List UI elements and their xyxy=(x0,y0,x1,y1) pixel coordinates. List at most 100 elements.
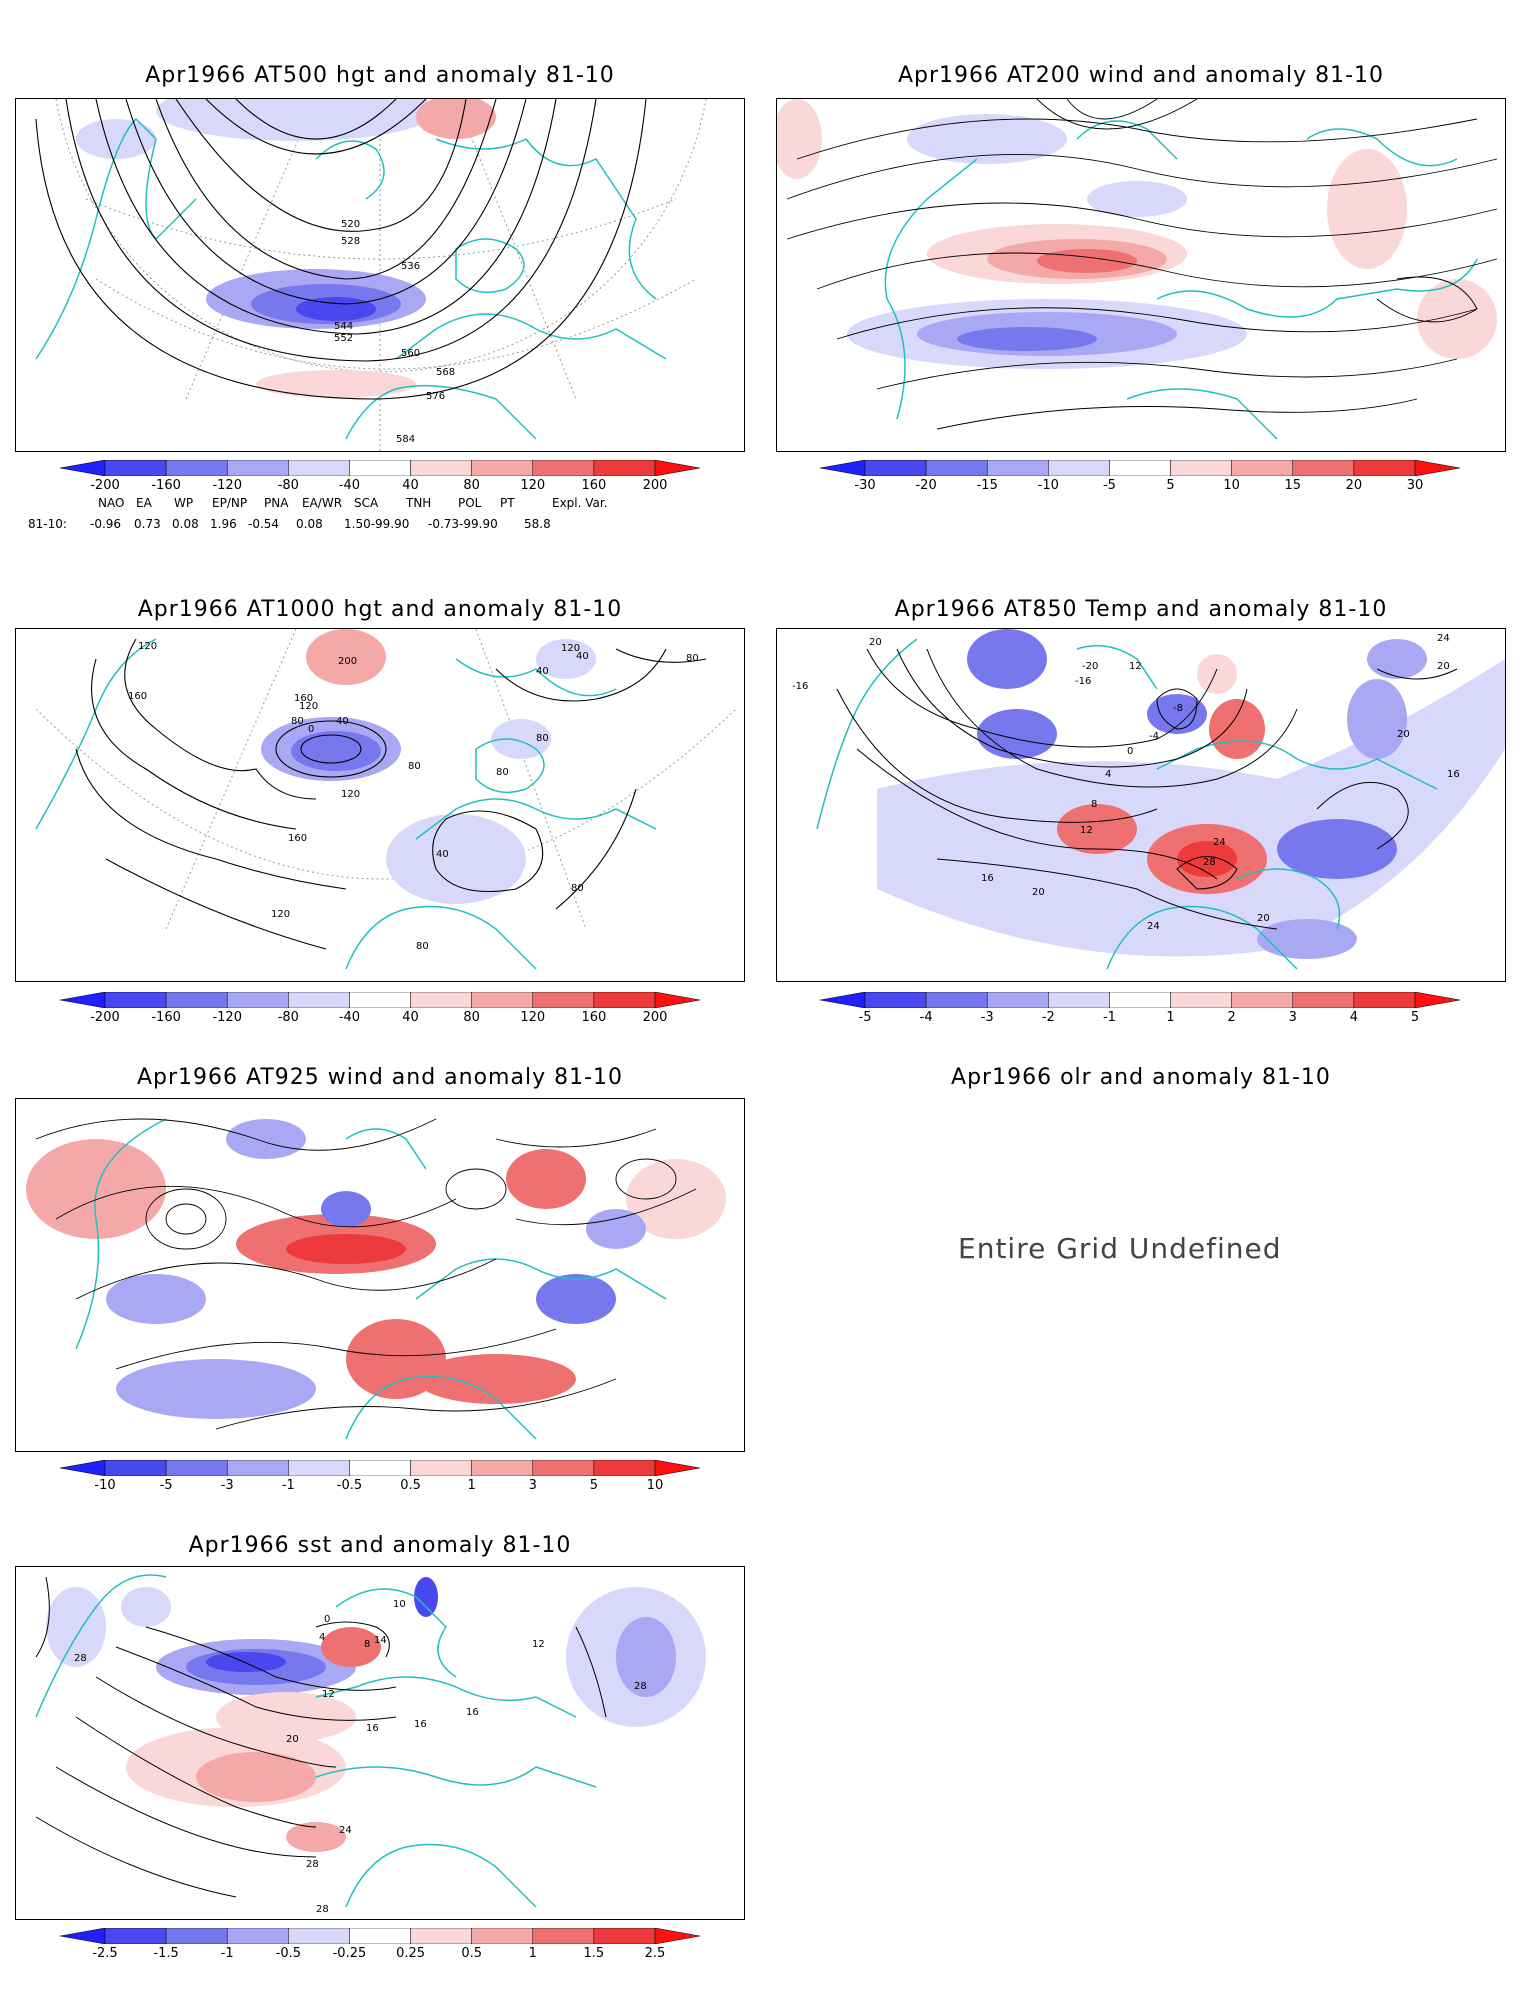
colorbar-tick-label: -200 xyxy=(90,478,120,493)
coastlines xyxy=(35,638,657,970)
contour-label: 20 xyxy=(286,1734,299,1745)
index-name: TNH xyxy=(406,496,432,510)
contour-label: 80 xyxy=(571,883,584,894)
contour-label: 20 xyxy=(1032,887,1045,898)
index-value: -0.73-99.90 xyxy=(428,517,498,531)
index-value: 0.73 xyxy=(134,517,161,531)
contour-label: 200 xyxy=(338,656,357,667)
index-name: NAO xyxy=(98,496,125,510)
index-name: POL xyxy=(458,496,482,510)
anomaly-shading xyxy=(261,629,596,904)
contour-label: 4 xyxy=(319,1632,325,1643)
contour-label: 24 xyxy=(339,1825,352,1836)
contour-label: 16 xyxy=(366,1723,379,1734)
contour-label: 80 xyxy=(536,733,549,744)
map-at1000-hgt: 120 160 200 120 80 40 0 80 120 160 80 40… xyxy=(15,628,745,982)
contour-label: 10 xyxy=(393,1599,406,1610)
index-value: -0.96 xyxy=(90,517,122,531)
contour-label: 160 xyxy=(128,691,147,702)
colorbar-segment xyxy=(104,991,167,1009)
colorbar-segment xyxy=(1109,459,1171,477)
contour-labels: 520 528 536 544 552 560 568 576 584 xyxy=(334,219,455,445)
coastlines xyxy=(35,1574,597,1908)
colorbar-low-arrow xyxy=(59,1927,106,1945)
colorbar-segment xyxy=(593,991,656,1009)
colorbar-tick-label: -5 xyxy=(858,1010,872,1025)
height-contours xyxy=(75,638,707,950)
contour-label: 544 xyxy=(334,321,353,332)
index-value: 1.96 xyxy=(210,517,237,531)
colorbar-tick-label: 200 xyxy=(642,1010,668,1025)
contour-label: 552 xyxy=(334,333,353,344)
index-name: PT xyxy=(500,496,515,510)
colorbar-segment xyxy=(226,1459,289,1477)
colorbar-segment xyxy=(471,1927,534,1945)
contour-label: 568 xyxy=(436,367,455,378)
contour-label: 24 xyxy=(1213,837,1226,848)
map-at850-temp: 20 -16 -20 -16 12 -8 -4 0 4 8 12 16 20 2… xyxy=(776,628,1506,982)
colorbar-segment xyxy=(1231,459,1294,477)
colorbar-tick-label: 20 xyxy=(1345,478,1363,493)
sst-contours xyxy=(35,1576,607,1898)
contour-label: 576 xyxy=(426,391,445,402)
colorbar-tick-label: -200 xyxy=(90,1010,120,1025)
colorbar-tick-label: 10 xyxy=(1223,478,1240,493)
colorbar-tick-label: 3 xyxy=(528,1478,537,1493)
colorbar-segment xyxy=(593,459,656,477)
colorbar-tick-label: -2.5 xyxy=(92,1946,118,1961)
colorbar-tick-label: 2.5 xyxy=(644,1946,666,1961)
colorbar-tick-label: -15 xyxy=(976,478,998,493)
map-sst: 28 0 4 8 12 14 16 16 16 20 24 28 28 12 2… xyxy=(15,1566,745,1920)
colorbar-tick-label: -20 xyxy=(915,478,937,493)
colorbar-tick-label: -4 xyxy=(919,1010,933,1025)
contour-label: 8 xyxy=(364,1639,370,1650)
contour-label: 28 xyxy=(316,1904,329,1915)
coastlines xyxy=(75,1118,667,1440)
map-at850-canvas: 20 -16 -20 -16 12 -8 -4 0 4 8 12 16 20 2… xyxy=(792,629,1505,970)
contour-label: 536 xyxy=(401,261,420,272)
colorbar-segment xyxy=(165,991,228,1009)
contour-label: 520 xyxy=(341,219,360,230)
contour-label: 0 xyxy=(308,724,314,735)
contour-label: 160 xyxy=(294,693,313,704)
anomaly-shading xyxy=(777,99,1497,369)
colorbar-segment xyxy=(925,991,988,1009)
contour-label: 560 xyxy=(401,348,420,359)
anomaly-shading xyxy=(877,629,1505,959)
colorbar-segment xyxy=(986,991,1049,1009)
contour-labels: 28 0 4 8 12 14 16 16 16 20 24 28 28 12 2… xyxy=(74,1599,647,1915)
colorbar-tick-label: 1 xyxy=(467,1478,476,1493)
colorbar-segment xyxy=(226,991,289,1009)
contour-label: 24 xyxy=(1437,633,1450,644)
colorbar-tick-label: 3 xyxy=(1288,1010,1297,1025)
colorbar-segment xyxy=(165,1927,228,1945)
colorbar-low-arrow xyxy=(59,1459,106,1477)
map-sst-canvas: 28 0 4 8 12 14 16 16 16 20 24 28 28 12 2… xyxy=(35,1574,706,1915)
panel-title-olr: Apr1966 olr and anomaly 81-10 xyxy=(951,1065,1331,1090)
colorbar-tick-label: 2 xyxy=(1227,1010,1236,1025)
contour-label: 40 xyxy=(436,849,449,860)
colorbar-segment xyxy=(532,459,595,477)
teleconnection-header: NAO EA WP EP/NP PNA EA/WR SCA TNH POL PT Expl. Var… xyxy=(98,496,608,510)
colorbar-tick-label: -120 xyxy=(212,1010,242,1025)
contour-label: 14 xyxy=(374,1635,387,1646)
colorbar-tick-label: -120 xyxy=(212,478,242,493)
colorbar-tick-label: 5 xyxy=(589,1478,599,1493)
map-at500-canvas: 520 528 536 544 552 560 568 576 584 xyxy=(35,99,707,451)
colorbar-high-arrow xyxy=(1414,459,1461,477)
contour-labels: 20 -16 -20 -16 12 -8 -4 0 4 8 12 16 20 2… xyxy=(792,633,1460,932)
contour-label: 584 xyxy=(396,434,415,445)
colorbar-segment xyxy=(1231,991,1294,1009)
colorbar-tick-label: -2 xyxy=(1041,1010,1055,1025)
colorbar-tick-label: -10 xyxy=(94,1478,116,1493)
colorbar-low-arrow xyxy=(59,459,106,477)
contour-label: 12 xyxy=(322,1689,335,1700)
contour-label: 80 xyxy=(686,653,699,664)
colorbar-tick-label: 80 xyxy=(463,1010,480,1025)
colorbar-tick-label: -1 xyxy=(1102,1010,1116,1025)
colorbar-segment xyxy=(410,1927,472,1945)
colorbar-segment xyxy=(1048,459,1110,477)
contour-label: 80 xyxy=(496,767,509,778)
colorbar-segment xyxy=(1170,459,1232,477)
contour-label: 120 xyxy=(271,909,290,920)
